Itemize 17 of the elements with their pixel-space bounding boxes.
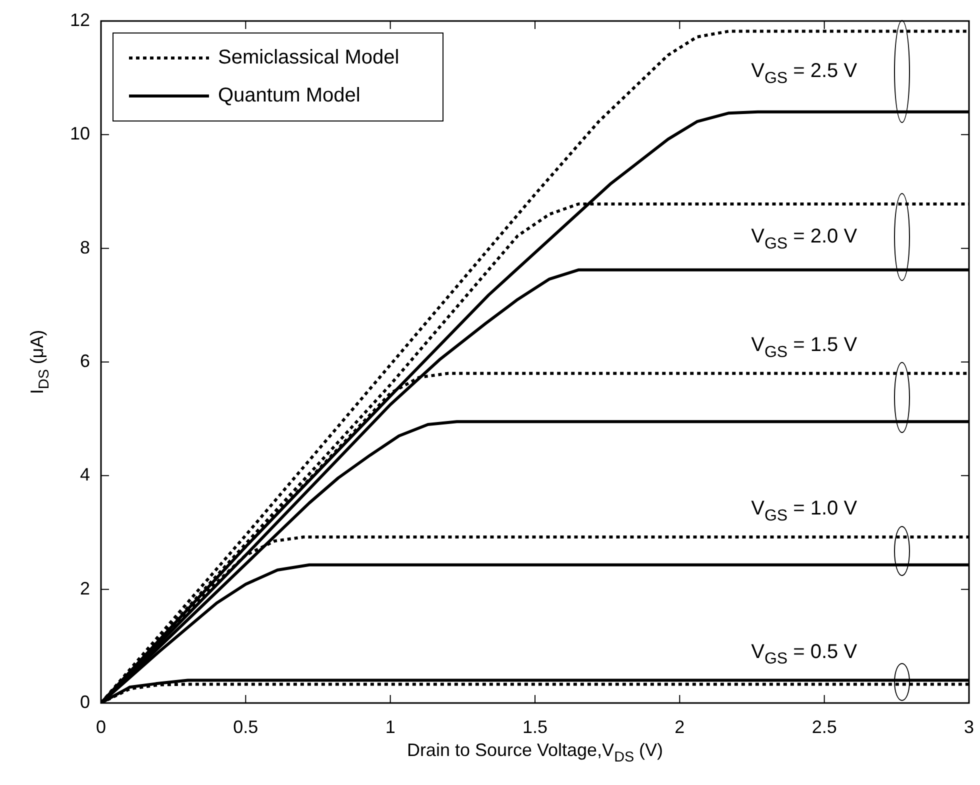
x-tick-label: 1 <box>385 716 396 737</box>
x-tick-label: 3 <box>964 716 974 737</box>
y-tick-label: 8 <box>80 237 90 258</box>
y-tick-label: 6 <box>80 350 90 371</box>
x-tick-label: 2.5 <box>812 716 837 737</box>
y-tick-label: 0 <box>80 692 90 712</box>
legend-label: Quantum Model <box>218 84 360 107</box>
y-tick-label: 10 <box>70 124 90 144</box>
x-tick-label: 2 <box>674 716 685 737</box>
x-tick-label: 1.5 <box>522 716 548 737</box>
y-axis-title: IDS (μA) <box>26 330 52 394</box>
y-tick-label: 2 <box>80 578 90 598</box>
y-tick-label: 4 <box>80 464 90 485</box>
x-tick-label: 0.5 <box>233 716 258 737</box>
y-tick-label: 12 <box>70 10 90 30</box>
x-tick-label: 0 <box>96 716 106 737</box>
legend-label: Semiclassical Model <box>218 46 400 69</box>
